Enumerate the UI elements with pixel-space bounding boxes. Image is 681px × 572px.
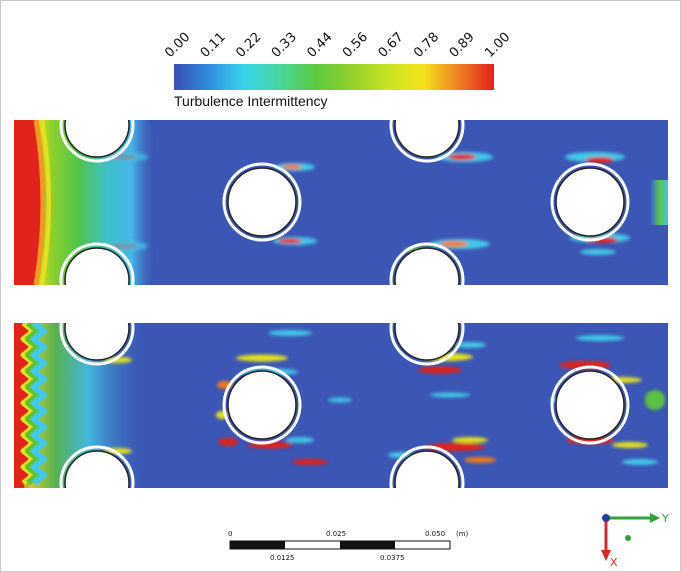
top-panel: [14, 120, 668, 285]
top-cylinders: [59, 120, 630, 285]
scale-label-unit: (m): [456, 530, 469, 538]
scale-label-0: 0: [228, 530, 232, 538]
top-outlet-edge: [650, 180, 668, 225]
bottom-panel: [14, 323, 668, 488]
zigzag-band: [14, 323, 29, 487]
axis-origin: [602, 514, 610, 522]
colorbar-bar: [174, 64, 494, 90]
zigzag-band: [20, 323, 36, 485]
zigzag-band: [31, 323, 47, 486]
scale-bar-segment: [340, 541, 395, 549]
bottom-inlet-zigzag: [14, 323, 47, 488]
zigzag-band: [25, 323, 41, 486]
x-axis-label: X: [610, 556, 618, 569]
scale-label-0-0125: 0.0125: [270, 554, 295, 562]
scale-label-0-025: 0.025: [326, 530, 346, 538]
scale-label-0-0375: 0.0375: [380, 554, 405, 562]
scale-bar: 0 0.025 0.050 (m) 0.0125 0.0375: [228, 530, 469, 562]
z-axis-dot: [625, 535, 631, 541]
bottom-cylinders: [59, 323, 630, 488]
axis-triad: Y X: [601, 512, 669, 569]
top-inlet-red-band: [14, 120, 43, 285]
y-axis-label: Y: [661, 512, 669, 525]
bottom-inlet-plume: [14, 323, 150, 488]
scale-bar-segment: [230, 541, 285, 549]
scale-label-0-050: 0.050: [425, 530, 445, 538]
colorbar-title: Turbulence Intermittency: [174, 93, 328, 109]
